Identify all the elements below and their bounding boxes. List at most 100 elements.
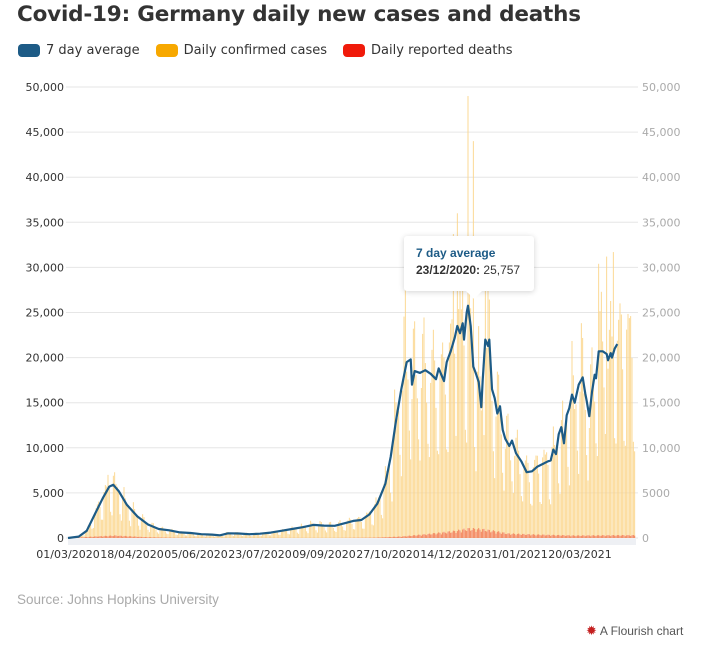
daily-deaths-bar <box>438 532 440 538</box>
daily-cases-bar <box>398 411 400 538</box>
daily-cases-bar <box>543 449 545 538</box>
daily-deaths-bar <box>471 529 473 538</box>
daily-deaths-bar <box>535 535 537 538</box>
daily-cases-bar <box>542 457 544 538</box>
daily-cases-bar <box>80 535 82 538</box>
legend-item-7-day-average[interactable]: 7 day average <box>18 43 140 58</box>
daily-deaths-bar <box>130 536 132 538</box>
daily-cases-bar <box>606 256 608 538</box>
daily-cases-bar <box>298 533 300 538</box>
daily-cases-bar <box>371 524 373 538</box>
daily-cases-bar <box>567 466 569 538</box>
daily-cases-bar <box>562 400 564 538</box>
daily-deaths-bar <box>552 534 554 538</box>
x-axis-band <box>68 539 636 545</box>
daily-cases-bar <box>104 485 106 538</box>
legend-item-daily-deaths[interactable]: Daily reported deaths <box>343 43 513 58</box>
daily-cases-bar <box>487 274 489 538</box>
daily-cases-bar <box>139 529 141 538</box>
daily-deaths-bar <box>495 533 497 538</box>
daily-cases-bar <box>630 316 632 538</box>
daily-cases-bar <box>430 382 432 538</box>
daily-cases-bar <box>356 518 358 538</box>
daily-cases-bar <box>475 471 477 538</box>
daily-cases-bar <box>610 300 612 538</box>
daily-deaths-bar <box>523 533 525 538</box>
daily-cases-bar <box>468 250 470 538</box>
daily-cases-bar <box>259 535 261 538</box>
daily-cases-bar <box>608 329 610 538</box>
daily-deaths-bar <box>148 537 150 538</box>
daily-cases-bar <box>252 534 254 538</box>
daily-deaths-bar <box>136 537 138 538</box>
daily-deaths-bar <box>571 535 573 538</box>
daily-cases-bar <box>172 530 174 538</box>
daily-cases-bar <box>106 486 108 538</box>
legend: 7 day average Daily confirmed cases Dail… <box>18 43 529 58</box>
daily-cases-bar <box>598 263 600 538</box>
daily-cases-bar <box>507 413 509 538</box>
y-tick-label-right: 45,000 <box>642 126 681 139</box>
daily-deaths-bar <box>146 537 148 538</box>
chart-plot[interactable]: 0 5,000 10,000 15,000 20,000 25,000 30,000 35,0… <box>0 0 718 580</box>
daily-deaths-bar <box>588 535 590 538</box>
daily-deaths-bar <box>604 536 606 538</box>
daily-cases-bar <box>186 535 188 538</box>
daily-deaths-bar <box>391 537 393 538</box>
daily-deaths-bar <box>395 537 397 538</box>
daily-cases-bar <box>358 516 360 538</box>
daily-deaths-bar <box>111 535 113 538</box>
daily-deaths-bar <box>504 533 506 538</box>
daily-cases-bar <box>207 533 209 538</box>
seven-day-average-line-path[interactable] <box>67 304 619 540</box>
daily-cases-bar <box>431 349 433 538</box>
daily-cases-bar <box>379 497 381 538</box>
chart-title: Covid-19: Germany daily new cases and de… <box>17 2 581 27</box>
legend-item-daily-cases[interactable]: Daily confirmed cases <box>155 43 327 58</box>
daily-cases-bar <box>463 345 465 538</box>
daily-deaths-bar <box>94 536 96 538</box>
daily-deaths-bar <box>527 533 529 538</box>
daily-deaths-bar <box>459 530 461 538</box>
daily-cases-bar <box>518 450 520 538</box>
daily-deaths-bar <box>152 537 154 538</box>
legend-label: Daily reported deaths <box>371 43 513 58</box>
daily-cases-bar <box>346 523 348 538</box>
daily-cases-bar <box>418 439 420 538</box>
daily-deaths-bar <box>451 532 453 538</box>
daily-deaths-bar <box>159 537 161 538</box>
daily-deaths-bar <box>592 535 594 538</box>
daily-deaths-bar <box>396 536 398 538</box>
daily-deaths-bar <box>427 533 429 538</box>
daily-cases-bar <box>266 532 268 538</box>
daily-cases-bar <box>399 454 401 538</box>
daily-cases-bar <box>286 530 288 538</box>
legend-swatch-avg <box>18 44 40 57</box>
daily-cases-bar <box>451 319 453 538</box>
daily-cases-bar <box>196 533 198 538</box>
daily-cases-bar <box>484 258 486 538</box>
daily-deaths-bar <box>90 536 92 538</box>
daily-cases-bar <box>362 528 364 538</box>
flourish-credit[interactable]: ✹ A Flourish chart <box>586 623 683 639</box>
daily-cases-bar <box>634 451 636 538</box>
daily-cases-bar <box>524 460 526 538</box>
daily-cases-bar <box>168 530 170 538</box>
y-tick-label-left: 0 <box>57 532 64 545</box>
daily-cases-bar <box>550 504 552 538</box>
y-tick-label-left: 10,000 <box>26 442 65 455</box>
daily-deaths-bar <box>634 535 636 538</box>
daily-cases-bar <box>548 499 550 538</box>
daily-cases-bar <box>568 485 570 538</box>
daily-deaths-bar <box>431 534 433 538</box>
daily-deaths-bar <box>628 535 630 538</box>
daily-deaths-bar <box>487 529 489 538</box>
daily-cases-bar <box>232 535 234 538</box>
daily-cases-bar <box>560 420 562 538</box>
daily-deaths-bar <box>432 533 434 538</box>
daily-cases-bar <box>162 526 164 538</box>
daily-cases-bar <box>599 311 601 538</box>
daily-deaths-bar <box>591 535 593 538</box>
x-tick-label: 18/04/2020 <box>100 548 163 561</box>
daily-cases-bar <box>588 428 590 538</box>
